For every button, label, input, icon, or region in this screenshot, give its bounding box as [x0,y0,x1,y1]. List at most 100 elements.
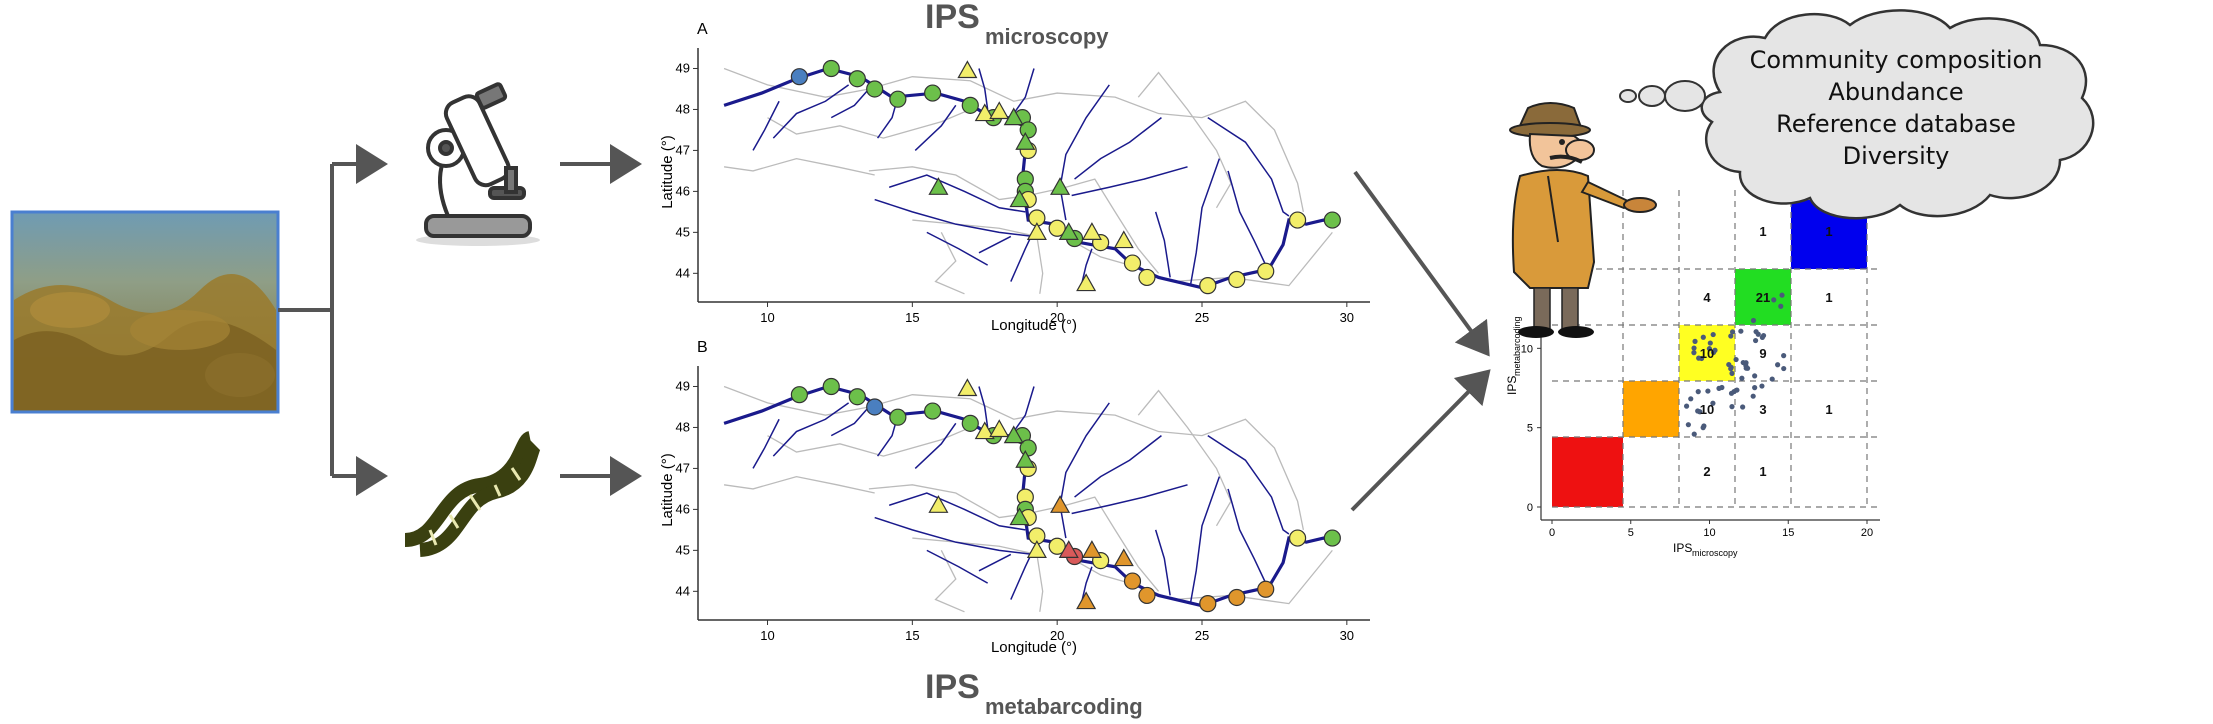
station-circle [822,59,840,78]
map-a-borders [723,67,1333,295]
cloud-line: Reference database [1776,110,2016,138]
station-triangle [1050,177,1071,195]
scatter-point [1710,400,1716,406]
x-tick-label: 20 [1050,310,1064,325]
station-circle [866,398,884,416]
scatter-point [1726,361,1732,368]
station-triangle [1081,540,1102,558]
class-square-yellow [1679,325,1735,381]
station-circle [1323,211,1341,229]
map-b-markers [790,377,1341,613]
scatter-point [1728,366,1734,372]
station-triangle [1026,540,1047,558]
y-tick-label: 49 [676,378,690,393]
cell-count: 10 [1700,346,1714,361]
scatter-point [1778,303,1784,309]
station-triangle [1076,273,1097,292]
station-circle [790,68,808,86]
scatter-point [1728,333,1734,339]
y-tick-label: 49 [676,60,690,75]
scatter-point [1755,331,1761,337]
scatter-point [1691,431,1697,437]
title-bottom: IPS metabarcoding [925,668,1143,719]
station-circle [1228,588,1246,607]
station-circle [790,386,808,404]
y-tick-label: 48 [676,419,690,434]
scatter-point [1697,409,1703,415]
station-triangle [1113,230,1134,249]
station-triangle [974,103,995,122]
scatter-point [1752,337,1759,344]
flow-arrows-right [1350,170,1491,512]
station-circle [1138,268,1156,287]
y-tick-label: 44 [676,583,690,598]
scatter-point [1707,340,1713,346]
station-circle [1288,529,1307,547]
scatter-point [1750,317,1757,324]
station-circle [822,377,840,396]
station-triangle [989,101,1010,120]
cloud-line: Community composition [1750,46,2043,74]
scatter-point [1769,376,1775,382]
cell-count: 2 [1703,464,1710,479]
scatter-point [1685,422,1691,428]
station-circle [1123,572,1142,590]
scatter-point [1692,338,1698,344]
cell-count: 1 [1825,224,1832,239]
station-triangle [1113,548,1134,567]
y-tick-label: 47 [676,142,690,157]
station-circle [1123,254,1142,272]
station-circle [1257,580,1275,598]
scatter-ylabel-sub: metabarcoding [1512,316,1522,376]
scatter-x-tick-label: 5 [1628,527,1634,539]
y-tick-label: 45 [676,224,690,239]
scatter-x-tick-label: 20 [1861,527,1873,539]
station-triangle [957,60,978,79]
station-circle [848,70,866,88]
station-triangle [928,495,949,513]
dna-icon [404,431,542,557]
scatter-point [1731,388,1737,395]
station-triangle [989,419,1010,438]
x-tick-label: 30 [1340,628,1354,643]
station-circle [1228,270,1246,289]
underwater-photo [10,210,280,414]
scatter-point [1759,383,1765,389]
scatter-point [1696,355,1702,361]
cell-count: 3 [1759,402,1766,417]
station-circle [1323,529,1341,547]
y-tick-label: 46 [676,501,690,516]
scatter-x-tick-label: 10 [1703,527,1715,539]
x-ticks-a: 10 15 20 25 30 [760,302,1354,325]
scatter-x-tick-label: 15 [1782,527,1794,539]
station-triangle [1058,540,1079,558]
x-tick-label: 30 [1340,310,1354,325]
detective-icon [1509,102,1657,338]
x-tick-label: 25 [1195,628,1209,643]
cell-count: 21 [1756,290,1770,305]
cell-count: 10 [1700,402,1714,417]
scatter-y-tick-label: 5 [1527,423,1533,435]
scatter-xlabel-sub: microscopy [1692,548,1738,558]
x-tick-label: 10 [760,628,774,643]
station-triangle [957,378,978,397]
scatter-point [1771,297,1777,303]
scatter-point [1705,388,1711,394]
station-circle [848,388,866,406]
scatter-point [1781,353,1787,359]
station-circle [1048,537,1066,555]
class-square-red [1552,437,1623,507]
x-tick-label: 25 [1195,310,1209,325]
cell-count: 1 [1825,290,1832,305]
y-tick-label: 44 [676,265,690,280]
title-top-main: IPS [925,0,980,36]
cell-count: 1 [1759,224,1766,239]
station-triangle [1050,495,1071,513]
ylabel-b: Latitude (°) [659,453,676,527]
scatter-xticks: 0 5 10 15 20 [1549,520,1873,539]
scatter-point [1716,385,1722,391]
